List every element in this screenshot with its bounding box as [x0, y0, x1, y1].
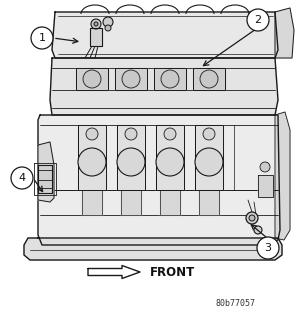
- Circle shape: [260, 162, 270, 172]
- Circle shape: [161, 70, 179, 88]
- Circle shape: [91, 19, 101, 29]
- Polygon shape: [115, 68, 147, 90]
- Text: 80b77057: 80b77057: [215, 299, 255, 308]
- Circle shape: [86, 128, 98, 140]
- Polygon shape: [90, 28, 102, 46]
- Polygon shape: [78, 125, 106, 190]
- Circle shape: [257, 237, 279, 259]
- Polygon shape: [52, 12, 278, 58]
- Polygon shape: [193, 68, 225, 90]
- Text: 1: 1: [38, 33, 46, 43]
- Polygon shape: [82, 190, 102, 215]
- Polygon shape: [38, 142, 54, 202]
- Polygon shape: [195, 125, 223, 190]
- Circle shape: [156, 148, 184, 176]
- Polygon shape: [275, 112, 290, 240]
- Circle shape: [195, 148, 223, 176]
- Polygon shape: [199, 190, 219, 215]
- Circle shape: [125, 128, 137, 140]
- Circle shape: [78, 148, 106, 176]
- Polygon shape: [121, 190, 141, 215]
- Circle shape: [117, 148, 145, 176]
- Polygon shape: [50, 58, 278, 115]
- Polygon shape: [76, 68, 108, 90]
- Circle shape: [203, 128, 215, 140]
- Circle shape: [103, 17, 113, 27]
- Circle shape: [31, 27, 53, 49]
- Polygon shape: [38, 115, 280, 245]
- Circle shape: [249, 215, 255, 221]
- Polygon shape: [258, 175, 273, 197]
- Polygon shape: [275, 8, 294, 58]
- Polygon shape: [160, 190, 180, 215]
- Circle shape: [94, 22, 98, 26]
- Text: FRONT: FRONT: [150, 266, 195, 278]
- Circle shape: [105, 25, 111, 31]
- Polygon shape: [117, 125, 145, 190]
- Circle shape: [164, 128, 176, 140]
- Circle shape: [246, 212, 258, 224]
- Text: 3: 3: [265, 243, 272, 253]
- Text: 2: 2: [254, 15, 262, 25]
- Circle shape: [247, 9, 269, 31]
- Circle shape: [254, 226, 262, 234]
- Circle shape: [200, 70, 218, 88]
- Circle shape: [83, 70, 101, 88]
- Circle shape: [122, 70, 140, 88]
- Polygon shape: [88, 266, 140, 278]
- Polygon shape: [38, 165, 52, 193]
- Text: 4: 4: [18, 173, 26, 183]
- Polygon shape: [154, 68, 186, 90]
- Polygon shape: [156, 125, 184, 190]
- Circle shape: [11, 167, 33, 189]
- Polygon shape: [24, 238, 282, 260]
